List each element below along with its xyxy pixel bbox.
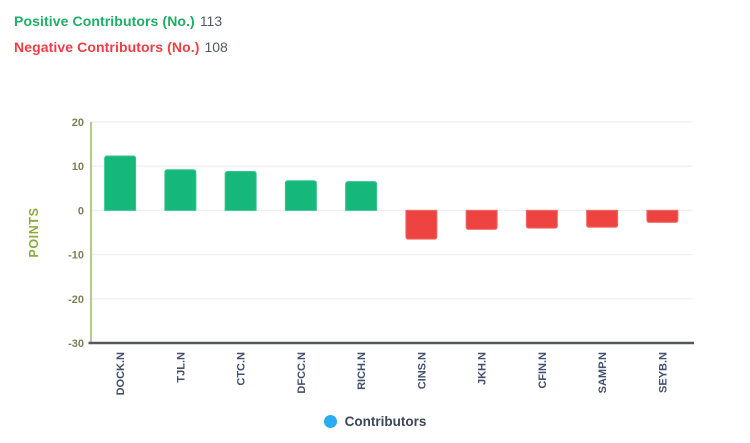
x-tick-label-CTC.N: CTC.N xyxy=(236,352,248,386)
negative-contributors-label: Negative Contributors (No.) xyxy=(14,39,200,55)
y-tick-label: -20 xyxy=(68,294,84,306)
legend-item-contributors[interactable]: Contributors xyxy=(0,414,750,429)
bar-CINS.N[interactable] xyxy=(405,209,438,240)
bar-CTC.N[interactable] xyxy=(224,171,257,211)
y-tick-label: 10 xyxy=(72,161,84,173)
x-tick-label-JKH.N: JKH.N xyxy=(477,352,489,385)
y-axis-title: POINTS xyxy=(27,207,41,257)
summary-header: Positive Contributors (No.) 113 Negative… xyxy=(14,8,228,60)
contributors-bar-chart[interactable]: 20 10 0 -10 -20 -30 POINTS DOCK.N TJL.N CTC.N DFCC… xyxy=(0,100,750,405)
legend-label: Contributors xyxy=(344,414,427,429)
x-tick-label-CINS.N: CINS.N xyxy=(416,352,428,389)
bar-RICH.N[interactable] xyxy=(345,181,378,211)
y-tick-label: 0 xyxy=(78,205,84,217)
legend-marker-icon xyxy=(323,415,337,428)
x-tick-label-SEYB.N: SEYB.N xyxy=(657,352,669,393)
bar-TJL.N[interactable] xyxy=(164,169,197,211)
bar-CFIN.N[interactable] xyxy=(525,209,558,229)
positive-contributors-row: Positive Contributors (No.) 113 xyxy=(14,8,228,34)
x-tick-label-DOCK.N: DOCK.N xyxy=(115,352,127,395)
negative-contributors-count: 108 xyxy=(204,39,228,55)
bar-JKH.N[interactable] xyxy=(465,209,498,230)
positive-contributors-label: Positive Contributors (No.) xyxy=(14,13,195,29)
bar-DFCC.N[interactable] xyxy=(284,180,317,211)
x-tick-label-RICH.N: RICH.N xyxy=(356,352,368,390)
bar-DOCK.N[interactable] xyxy=(104,155,137,211)
x-tick-label-SAMP.N: SAMP.N xyxy=(597,352,609,393)
x-tick-label-CFIN.N: CFIN.N xyxy=(537,352,549,389)
negative-contributors-row: Negative Contributors (No.) 108 xyxy=(14,34,228,60)
x-tick-label-TJL.N: TJL.N xyxy=(175,352,187,383)
y-tick-label: -30 xyxy=(68,338,84,350)
y-tick-label: -10 xyxy=(68,250,84,262)
bar-SAMP.N[interactable] xyxy=(586,209,619,228)
y-tick-label: 20 xyxy=(72,117,84,129)
positive-contributors-count: 113 xyxy=(199,13,223,29)
bar-SEYB.N[interactable] xyxy=(646,209,679,223)
x-tick-label-DFCC.N: DFCC.N xyxy=(296,352,308,394)
